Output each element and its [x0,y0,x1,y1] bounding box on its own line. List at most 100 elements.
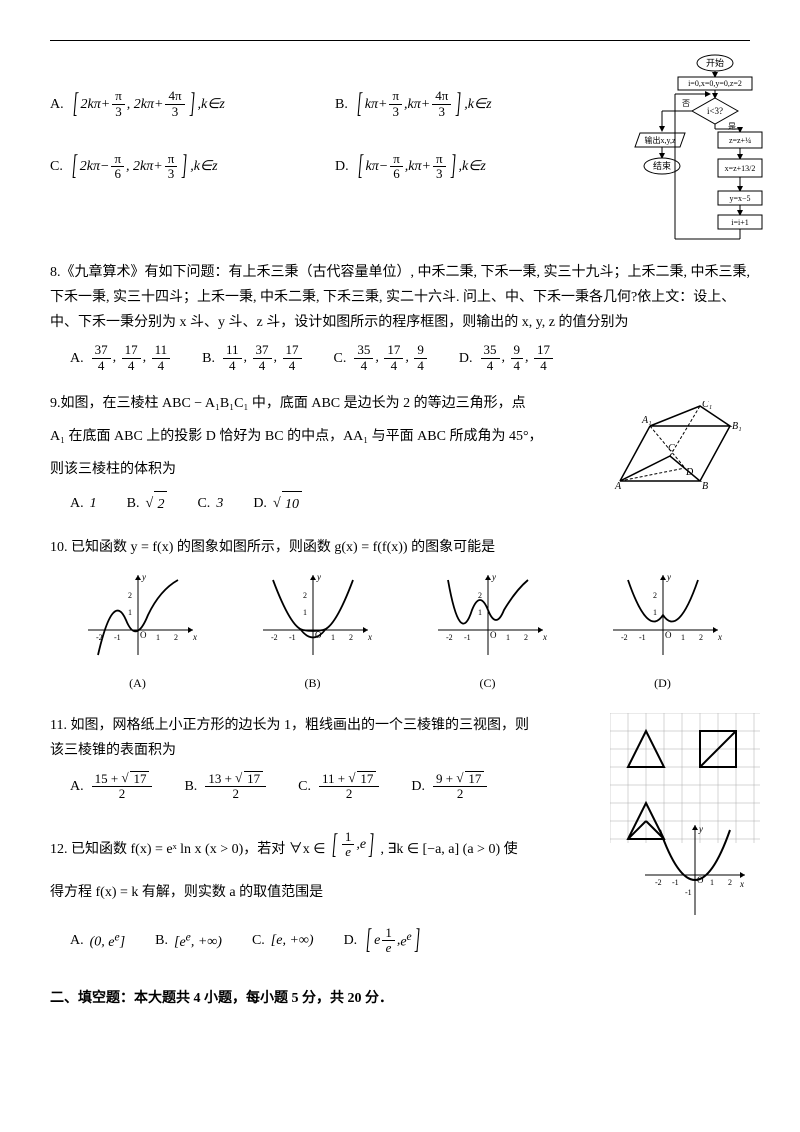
svg-text:D: D [685,467,694,478]
svg-text:x: x [367,632,372,642]
q12-option-b: B.[ee, +∞) [155,915,222,965]
svg-text:-2: -2 [446,633,453,642]
graph-d: Oxy -2-112 12 (D) [593,570,733,695]
svg-text:2: 2 [174,633,178,642]
svg-text:O: O [665,630,672,640]
q7-option-c: C. [2kπ − π6, 2kπ + π3], k ∈ z [50,141,305,191]
svg-text:A₁: A₁ [641,415,652,426]
fc-init: i=0,x=0,y=0,z=2 [688,79,742,88]
svg-text:1: 1 [653,608,657,617]
svg-text:x: x [739,879,744,889]
svg-text:A: A [614,481,622,491]
q9-line3: 则该三棱柱的体积为 [50,457,600,482]
q10-graphs: Ox y -2 -1 1 2 1 2 (A) Ox y -2 -1 1 2 1 2 (B) [50,570,750,695]
q12-line2: 得方程 f(x) = k 有解，则实数 a 的取值范围是 [50,880,630,905]
flowchart-figure: 开始 i=0,x=0,y=0,z=2 i<3? 是 否 输出x,y,z 结束 [620,51,770,281]
svg-text:1: 1 [156,633,160,642]
svg-text:2: 2 [303,591,307,600]
svg-text:O: O [490,630,497,640]
fc-no: 否 [682,99,690,108]
svg-text:x: x [717,632,722,642]
svg-text:-2: -2 [655,878,662,887]
svg-text:B₁: B₁ [732,421,742,432]
svg-text:x: x [542,632,547,642]
page-divider [50,40,750,41]
svg-text:-1: -1 [289,633,296,642]
svg-text:2: 2 [653,591,657,600]
question-12: 12. 已知函数 f(x) = eˣ ln x (x > 0)，若对 ∀x ∈ … [50,820,750,966]
question-10: 10. 已知函数 y = f(x) 的图象如图所示，则函数 g(x) = f(f… [50,535,750,695]
svg-text:2: 2 [128,591,132,600]
q11-line1: 11. 如图，网格纸上小正方形的边长为 1，粗线画出的一个三棱锥的三视图，则 [50,713,590,738]
graph-b-label: (B) [243,673,383,695]
fc-start: 开始 [706,57,724,68]
q12-option-c: C.[e, +∞) [252,915,314,965]
svg-text:-2: -2 [621,633,628,642]
graph-a-label: (A) [68,673,208,695]
svg-text:B: B [702,481,708,491]
graph-b: Oxy -2-112 12 (B) [243,570,383,695]
svg-text:-1: -1 [464,633,471,642]
q9-line1: 9.如图，在三棱柱 ABC − A₁B₁C₁ 中，底面 ABC 是边长为 2 的… [50,391,600,416]
parabola-figure: Oxy -2-112 -1 [640,820,750,920]
q7-option-a: A. [2kπ + π3, 2kπ + 4π3], k ∈ z [50,79,305,129]
q9-option-b: B.2 [127,491,168,517]
fc-end: 结束 [653,160,671,171]
svg-text:-1: -1 [685,888,692,897]
graph-c: Oxy -2-112 12 (C) [418,570,558,695]
fc-out: 输出x,y,z [644,135,675,145]
prism-figure: A B C A₁ B₁ C₁ D [610,401,750,491]
q7-option-b: B. [kπ + π3, kπ + 4π3], k ∈ z [335,79,590,129]
svg-text:-1: -1 [639,633,646,642]
svg-text:-1: -1 [672,878,679,887]
svg-text:C: C [668,443,675,454]
graph-c-label: (C) [418,673,558,695]
q9-option-c: C.3 [197,491,223,517]
q8-option-a: A. 374, 174, 114 [70,343,172,373]
svg-text:2: 2 [349,633,353,642]
q8-text: 8.《九章算术》有如下问题：有上禾三秉（古代容量单位）, 中禾二秉, 下禾一秉,… [50,260,750,336]
svg-text:O: O [140,630,147,640]
fc-i: i=i+1 [731,218,748,227]
svg-text:y: y [141,572,146,582]
svg-text:1: 1 [478,608,482,617]
question-7-options: A. [2kπ + π3, 2kπ + 4π3], k ∈ z B. [kπ +… [50,71,750,200]
q9-option-a: A.1 [70,491,97,517]
q9-option-d: D.10 [253,491,302,517]
q11-option-b: B.13 + 172 [184,771,268,802]
svg-text:1: 1 [681,633,685,642]
section-2-title: 二、填空题：本大题共 4 小题，每小题 5 分，共 20 分． [50,986,750,1011]
svg-text:-2: -2 [271,633,278,642]
q7-option-d: D. [kπ − π6, kπ + π3], k ∈ z [335,141,590,191]
q11-line2: 该三棱锥的表面积为 [50,738,590,763]
question-8: 8.《九章算术》有如下问题：有上禾三秉（古代容量单位）, 中禾二秉, 下禾一秉,… [50,260,750,373]
svg-text:y: y [666,572,671,582]
fc-y: y=x−5 [729,194,750,203]
q11-option-d: D.9 + 172 [411,771,489,802]
q12-option-a: A.(0, ee] [70,915,125,965]
q8-option-c: C. 354, 174, 94 [334,343,429,373]
q10-text: 10. 已知函数 y = f(x) 的图象如图所示，则函数 g(x) = f(f… [50,535,750,560]
graph-a: Oxy -2-112 12 (A) [68,570,208,695]
svg-text:2: 2 [478,591,482,600]
q9-line2: A₁ 在底面 ABC 上的投影 D 恰好为 BC 的中点，AA₁ 与平面 ABC… [50,424,600,449]
svg-text:1: 1 [331,633,335,642]
svg-text:y: y [316,572,321,582]
opt-label: A. [50,92,64,117]
svg-text:-1: -1 [114,633,121,642]
svg-text:z=z+¼: z=z+¼ [729,136,751,145]
opt-label: C. [50,154,63,179]
svg-text:y: y [491,572,496,582]
q11-option-a: A.15 + 172 [70,771,154,802]
svg-text:x=z+13/2: x=z+13/2 [725,164,756,173]
svg-text:x: x [192,632,197,642]
fc-yes: 是 [728,122,736,131]
svg-text:1: 1 [128,608,132,617]
svg-text:1: 1 [506,633,510,642]
q8-option-b: B. 114, 374, 174 [202,343,303,373]
svg-text:1: 1 [303,608,307,617]
question-11: 11. 如图，网格纸上小正方形的边长为 1，粗线画出的一个三棱锥的三视图，则 该… [50,713,750,802]
svg-text:2: 2 [699,633,703,642]
svg-text:C₁: C₁ [702,401,712,410]
q12-line1: 12. 已知函数 f(x) = eˣ ln x (x > 0)，若对 ∀x ∈ … [50,820,630,870]
